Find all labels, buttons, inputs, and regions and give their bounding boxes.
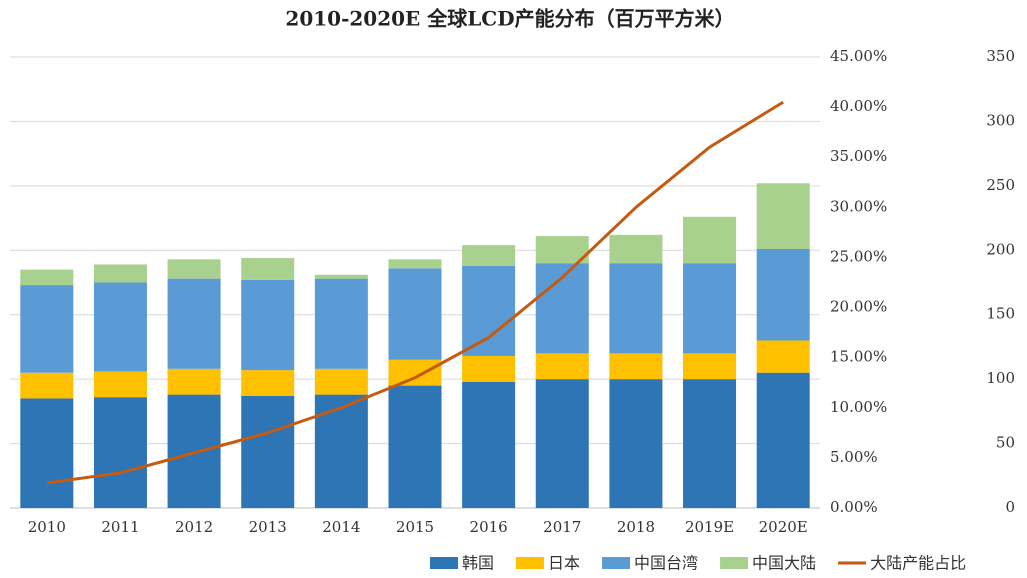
- legend-label: 大陆产能占比: [870, 554, 966, 573]
- x-tick-label: 2017: [543, 518, 581, 536]
- bar-segment: [756, 248, 810, 341]
- y-tick-label: 50: [996, 434, 1015, 452]
- bar-segment: [462, 381, 516, 508]
- x-tick-label: 2018: [617, 518, 655, 536]
- bar-segment: [609, 353, 663, 380]
- legend-swatch: [720, 557, 749, 569]
- y2-tick-label: 15.00%: [830, 348, 887, 366]
- bar-segment: [609, 379, 663, 508]
- bar-segment: [93, 371, 147, 398]
- x-tick-label: 2020E: [759, 518, 808, 536]
- y2-tick-label: 30.00%: [830, 197, 887, 215]
- bar-segment: [683, 379, 737, 508]
- x-tick-label: 2010: [28, 518, 66, 536]
- bar-segment: [388, 259, 442, 269]
- bar-segment: [20, 285, 74, 373]
- y2-tick-label: 35.00%: [830, 147, 887, 165]
- bar-segment: [535, 379, 589, 508]
- bar-segment: [756, 372, 810, 508]
- y2-tick-label: 25.00%: [830, 247, 887, 265]
- bar-segment: [314, 368, 368, 395]
- y-tick-label: 150: [986, 305, 1015, 323]
- bar-segment: [756, 340, 810, 373]
- bar-segment: [20, 269, 74, 286]
- bar-segment: [388, 359, 442, 386]
- bar-segment: [462, 355, 516, 382]
- bar-segment: [756, 183, 810, 249]
- bar-segment: [93, 264, 147, 283]
- bar-segment: [20, 398, 74, 508]
- legend-label: 日本: [548, 554, 580, 573]
- y-tick-label: 250: [986, 176, 1015, 194]
- x-tick-label: 2016: [470, 518, 508, 536]
- bar-segment: [683, 353, 737, 380]
- bar-segment: [314, 274, 368, 279]
- chart-title: 2010-2020E 全球LCD产能分布（百万平方米）: [285, 7, 734, 31]
- bar-segment: [20, 372, 74, 399]
- bar-segment: [683, 216, 737, 264]
- y2-tick-label: 5.00%: [830, 448, 878, 466]
- bar-segment: [462, 245, 516, 266]
- y-tick-label: 0: [1005, 498, 1015, 516]
- line: [46, 100, 784, 485]
- y-tick-label: 200: [986, 240, 1015, 258]
- bar-segment: [167, 278, 221, 369]
- bar-segment: [241, 258, 295, 280]
- x-tick-label: 2012: [175, 518, 213, 536]
- bar-segment: [535, 353, 589, 380]
- bar-segment: [93, 397, 147, 508]
- bar-segment: [241, 279, 295, 371]
- legend-label: 中国台湾: [634, 554, 698, 573]
- y2-tick-label: 45.00%: [830, 47, 887, 65]
- y2-tick-label: 0.00%: [830, 498, 878, 516]
- x-tick-label: 2019E: [685, 518, 734, 536]
- y-tick-label: 100: [986, 369, 1015, 387]
- y2-tick-label: 20.00%: [830, 298, 887, 316]
- legend-swatch: [602, 557, 631, 569]
- bar-segment: [609, 263, 663, 354]
- bar-segment: [462, 265, 516, 356]
- bar-segment: [683, 263, 737, 354]
- bar-segment: [241, 370, 295, 396]
- bar-segment: [388, 268, 442, 360]
- bar-segment: [167, 394, 221, 508]
- bar-segment: [314, 278, 368, 369]
- bar-segment: [241, 395, 295, 508]
- x-tick-label: 2014: [322, 518, 360, 536]
- bar-segment: [93, 282, 147, 372]
- legend: 韩国 日本 中国台湾 中国大陆 大陆产能占比: [430, 554, 966, 573]
- y-tick-label: 350: [986, 47, 1015, 65]
- bar-segment: [314, 394, 368, 508]
- legend-label: 韩国: [462, 554, 494, 573]
- x-tick-label: 2011: [101, 518, 139, 536]
- y-tick-label: 300: [986, 111, 1015, 129]
- bar-segment: [167, 259, 221, 279]
- bar-segment: [167, 368, 221, 395]
- x-tick-label: 2015: [396, 518, 434, 536]
- y2-tick-label: 10.00%: [830, 398, 887, 416]
- x-tick-label: 2013: [249, 518, 287, 536]
- y2-tick-label: 40.00%: [830, 97, 887, 115]
- legend-swatch: [430, 557, 458, 569]
- legend-label: 中国大陆: [752, 554, 816, 573]
- bar-segment: [609, 234, 663, 264]
- legend-swatch: [516, 557, 545, 569]
- bar-segment: [388, 385, 442, 508]
